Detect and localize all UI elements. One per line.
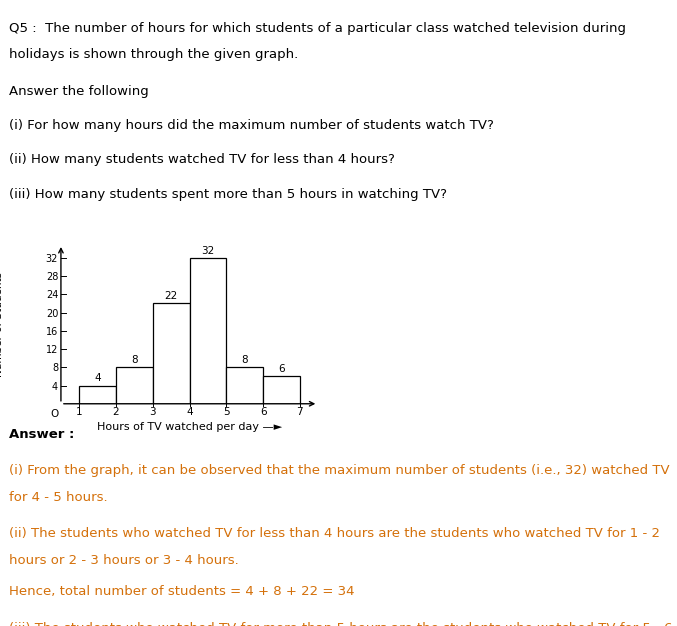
Text: Q5 :  The number of hours for which students of a particular class watched telev: Q5 : The number of hours for which stude…	[9, 22, 626, 35]
Bar	[226, 367, 263, 404]
Text: 4: 4	[94, 373, 101, 383]
Text: 8: 8	[242, 355, 248, 365]
Text: holidays is shown through the given graph.: holidays is shown through the given grap…	[9, 48, 298, 61]
Text: 6: 6	[278, 364, 285, 374]
Bar	[116, 367, 153, 404]
Bar	[153, 304, 190, 404]
Text: (iii) The students who watched TV for more than 5 hours are the students who wat: (iii) The students who watched TV for mo…	[9, 622, 672, 626]
Text: (iii) How many students spent more than 5 hours in watching TV?: (iii) How many students spent more than …	[9, 188, 447, 200]
Text: 22: 22	[165, 291, 178, 301]
Bar	[263, 376, 300, 404]
Text: Hence, total number of students = 4 + 8 + 22 = 34: Hence, total number of students = 4 + 8 …	[9, 585, 354, 598]
Text: for 4 - 5 hours.: for 4 - 5 hours.	[9, 491, 108, 504]
Bar	[190, 258, 226, 404]
Text: Answer :: Answer :	[9, 428, 74, 441]
Text: Answer the following: Answer the following	[9, 85, 148, 98]
Text: 8: 8	[131, 355, 137, 365]
Text: O: O	[51, 409, 59, 419]
Text: (ii) The students who watched TV for less than 4 hours are the students who watc: (ii) The students who watched TV for les…	[9, 528, 660, 540]
Text: (ii) How many students watched TV for less than 4 hours?: (ii) How many students watched TV for le…	[9, 153, 395, 167]
Text: hours or 2 - 3 hours or 3 - 4 hours.: hours or 2 - 3 hours or 3 - 4 hours.	[9, 554, 238, 567]
X-axis label: Hours of TV watched per day —►: Hours of TV watched per day —►	[97, 422, 282, 432]
Text: 32: 32	[201, 245, 215, 255]
Text: (i) From the graph, it can be observed that the maximum number of students (i.e.: (i) From the graph, it can be observed t…	[9, 464, 670, 478]
Text: (i) For how many hours did the maximum number of students watch TV?: (i) For how many hours did the maximum n…	[9, 119, 494, 132]
Bar	[79, 386, 116, 404]
Y-axis label: Number of Students: Number of Students	[0, 272, 4, 376]
